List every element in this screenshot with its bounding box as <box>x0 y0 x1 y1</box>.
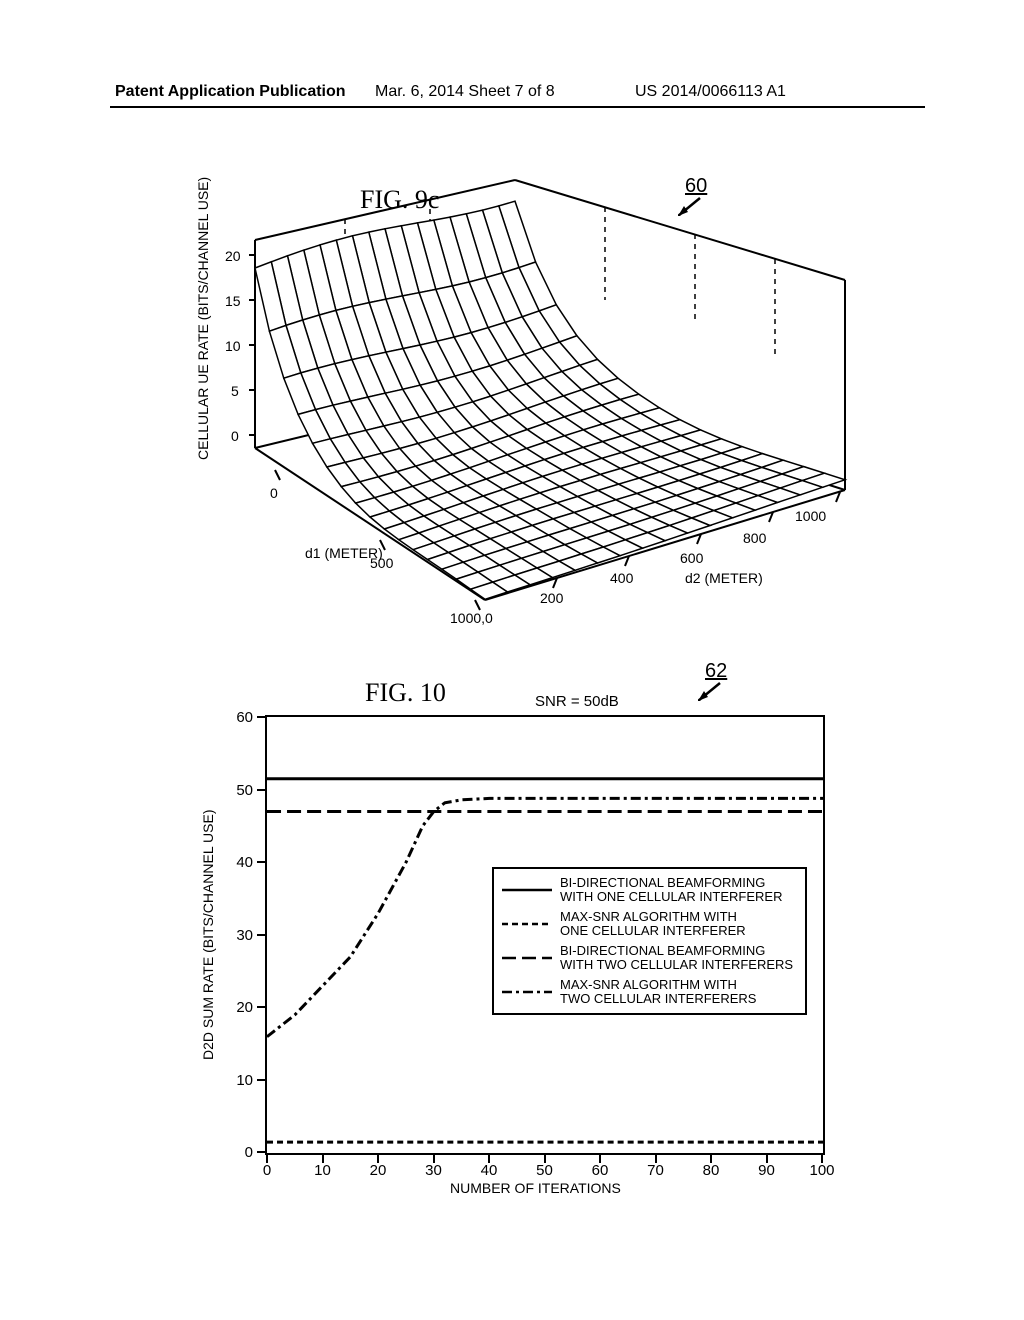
x-tick-label: 100 <box>802 1162 842 1179</box>
y-tick-label: 50 <box>213 782 253 799</box>
figure-10-title: FIG. 10 <box>365 678 446 708</box>
header-pub-number: US 2014/0066113 A1 <box>635 83 786 101</box>
header-rule <box>110 106 925 108</box>
figure-10-subtitle: SNR = 50dB <box>535 693 619 710</box>
y-tick-label: 20 <box>213 999 253 1016</box>
y-tick-label: 60 <box>213 709 253 726</box>
figure-9c: FIG. 9c 60 CELLULAR UE RATE (BITS/CHANNE… <box>185 170 885 630</box>
x-tick-label: 40 <box>469 1162 509 1179</box>
legend-label: MAX-SNR ALGORITHM WITHONE CELLULAR INTER… <box>560 910 746 939</box>
line-plot-2d: 0102030405060 0102030405060708090100 BI-… <box>265 715 825 1155</box>
y-tick-label: 10 <box>213 1072 253 1089</box>
x-tick-label: 10 <box>303 1162 343 1179</box>
legend-row: MAX-SNR ALGORITHM WITHONE CELLULAR INTER… <box>502 907 797 941</box>
y-tick-label: 40 <box>213 854 253 871</box>
surface-plot-3d <box>185 170 885 630</box>
legend-label: BI-DIRECTIONAL BEAMFORMINGWITH TWO CELLU… <box>560 944 793 973</box>
figure-10: FIG. 10 SNR = 50dB 62 D2D SUM RATE (BITS… <box>185 660 885 1220</box>
legend-label: MAX-SNR ALGORITHM WITHTWO CELLULAR INTER… <box>560 978 756 1007</box>
callout-leader-icon <box>698 679 728 701</box>
legend-label: BI-DIRECTIONAL BEAMFORMINGWITH ONE CELLU… <box>560 876 782 905</box>
x-tick-label: 50 <box>525 1162 565 1179</box>
x-tick-label: 0 <box>247 1162 287 1179</box>
x-axis-label: NUMBER OF ITERATIONS <box>450 1180 621 1196</box>
x-tick-label: 30 <box>414 1162 454 1179</box>
header-date-sheet: Mar. 6, 2014 Sheet 7 of 8 <box>375 83 555 101</box>
x-tick-label: 80 <box>691 1162 731 1179</box>
patent-page: { "header": { "left": "Patent Applicatio… <box>0 0 1024 1320</box>
header-publication: Patent Application Publication <box>115 83 346 101</box>
x-tick-label: 20 <box>358 1162 398 1179</box>
x-tick-label: 70 <box>636 1162 676 1179</box>
y-tick-label: 30 <box>213 927 253 944</box>
legend: BI-DIRECTIONAL BEAMFORMINGWITH ONE CELLU… <box>492 867 807 1015</box>
legend-row: MAX-SNR ALGORITHM WITHTWO CELLULAR INTER… <box>502 975 797 1009</box>
legend-row: BI-DIRECTIONAL BEAMFORMINGWITH TWO CELLU… <box>502 941 797 975</box>
legend-row: BI-DIRECTIONAL BEAMFORMINGWITH ONE CELLU… <box>502 873 797 907</box>
x-tick-label: 60 <box>580 1162 620 1179</box>
y-tick-label: 0 <box>213 1144 253 1161</box>
x-tick-label: 90 <box>747 1162 787 1179</box>
